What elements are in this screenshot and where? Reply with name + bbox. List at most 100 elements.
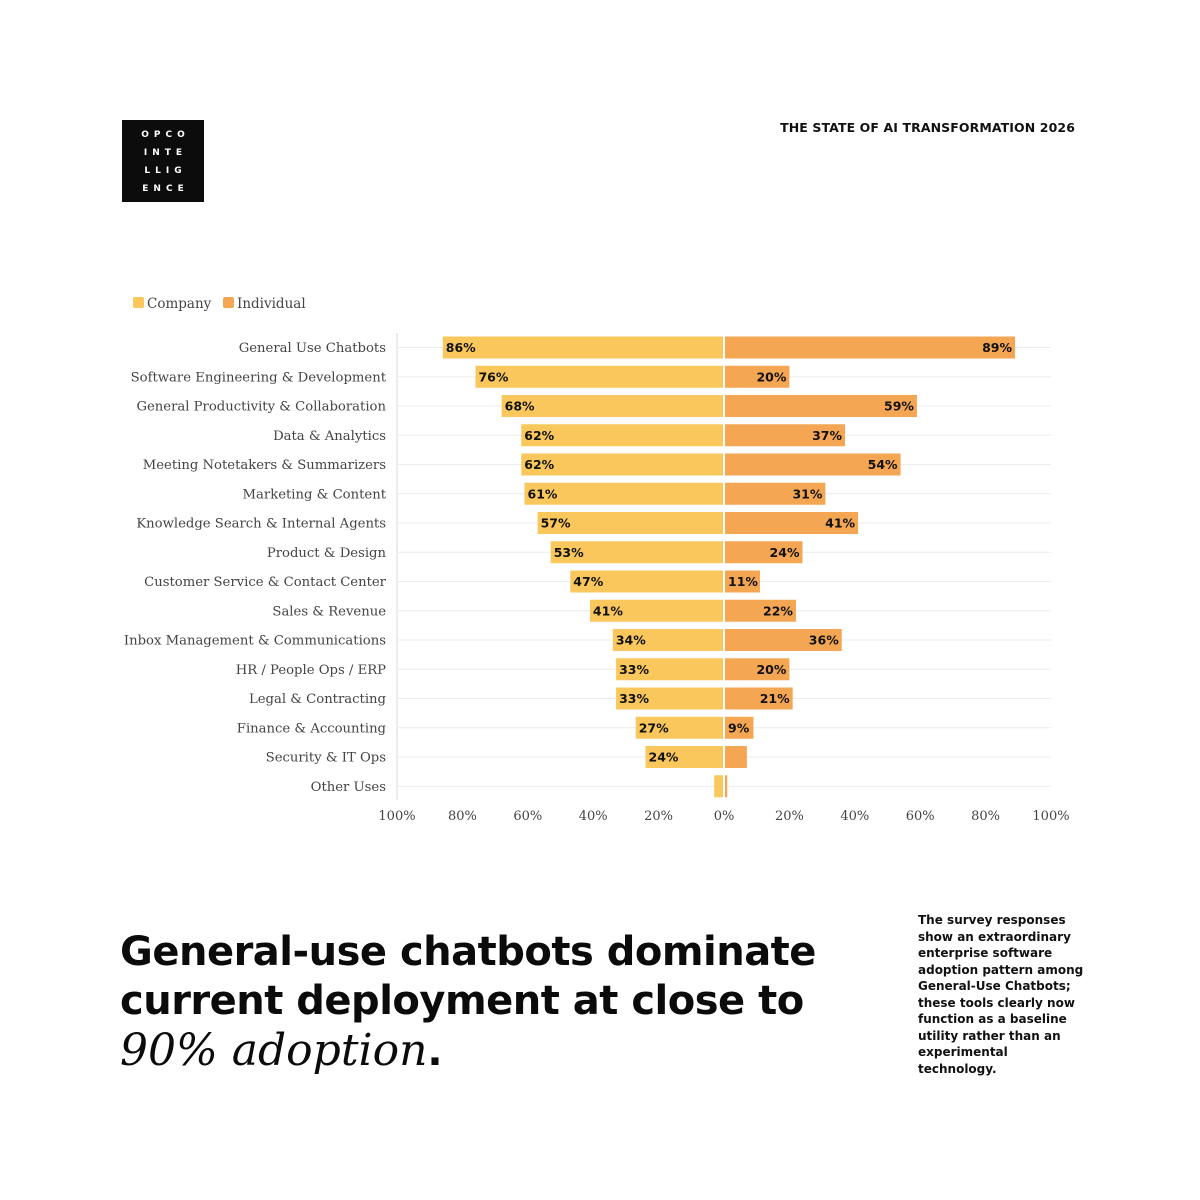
company-value-label: 76% xyxy=(478,369,508,384)
logo-text-line-4: ENCE xyxy=(142,184,189,194)
individual-bar xyxy=(724,629,842,651)
logo-text-line-3: LLIG xyxy=(144,166,187,176)
individual-value-label: 59% xyxy=(884,399,914,414)
legend-company-swatch xyxy=(133,297,144,308)
individual-value-label: 21% xyxy=(760,691,790,706)
company-value-label: 62% xyxy=(524,457,554,472)
x-tick-label: 60% xyxy=(906,809,935,824)
individual-bar xyxy=(724,716,754,739)
headline-line-1: General-use chatbots dominate xyxy=(120,929,816,975)
individual-value-label: 31% xyxy=(792,486,822,501)
x-tick-label: 20% xyxy=(775,809,804,824)
company-value-label: 57% xyxy=(541,516,571,531)
category-label: Security & IT Ops xyxy=(266,751,387,766)
category-label: HR / People Ops / ERP xyxy=(236,663,386,678)
x-tick-label: 100% xyxy=(378,809,415,824)
company-value-label: 53% xyxy=(554,545,584,560)
company-value-label: 86% xyxy=(446,340,476,355)
company-bar xyxy=(550,541,724,564)
x-tick-label: 20% xyxy=(644,809,673,824)
company-bar xyxy=(570,570,724,593)
x-tick-label: 80% xyxy=(971,809,1000,824)
individual-bar xyxy=(724,658,790,681)
company-value-label: 47% xyxy=(573,574,603,589)
individual-value-label: 9% xyxy=(728,720,750,735)
company-value-label: 33% xyxy=(619,691,649,706)
individual-value-label: 41% xyxy=(825,516,855,531)
individual-bar xyxy=(724,570,760,593)
company-bar xyxy=(616,687,724,710)
headline-line-3: 90% adoption. xyxy=(120,1026,890,1077)
company-bar xyxy=(521,424,724,447)
individual-value-label: 36% xyxy=(809,633,839,648)
company-value-label: 62% xyxy=(524,428,554,443)
x-tick-label: 40% xyxy=(579,809,608,824)
individual-bar xyxy=(724,687,793,710)
individual-bar xyxy=(724,365,790,388)
individual-value-label: 22% xyxy=(763,603,793,618)
company-value-label: 33% xyxy=(619,662,649,677)
headline-line-2: current deployment at close to xyxy=(120,978,804,1024)
company-bar xyxy=(524,482,724,505)
individual-value-label: 37% xyxy=(812,428,842,443)
company-value-label: 41% xyxy=(593,603,623,618)
individual-bar xyxy=(724,453,901,476)
company-value-label: 61% xyxy=(528,486,558,501)
side-note: The survey responses show an extraordina… xyxy=(918,913,1084,1076)
company-bar xyxy=(589,599,724,622)
logo-text-line-2: INTE xyxy=(143,148,188,158)
individual-value-label: 20% xyxy=(756,369,786,384)
company-bar xyxy=(475,365,724,388)
category-label: Inbox Management & Communications xyxy=(124,634,386,649)
company-bar xyxy=(635,716,724,739)
brand-logo: OPCO INTE LLIG ENCE xyxy=(122,120,204,202)
category-label: Data & Analytics xyxy=(273,429,386,444)
x-tick-label: 100% xyxy=(1032,809,1069,824)
individual-bar xyxy=(724,395,917,417)
legend-company-label: Company xyxy=(147,296,212,312)
company-bar xyxy=(521,453,724,476)
headline-emphasis: 90% adoption xyxy=(120,1025,428,1076)
x-tick-label: 80% xyxy=(448,809,477,824)
category-label: Sales & Revenue xyxy=(272,604,386,619)
category-label: General Use Chatbots xyxy=(239,341,387,356)
legend-individual-swatch xyxy=(223,297,234,308)
company-bar xyxy=(714,775,724,798)
x-tick-label: 60% xyxy=(513,809,542,824)
category-label: Meeting Notetakers & Summarizers xyxy=(143,458,386,473)
individual-bar xyxy=(724,599,796,622)
individual-bar xyxy=(724,775,728,798)
company-value-label: 68% xyxy=(505,399,535,414)
x-tick-label: 40% xyxy=(840,809,869,824)
company-value-label: 24% xyxy=(649,750,679,765)
individual-value-label: 20% xyxy=(756,662,786,677)
company-bar xyxy=(442,336,724,359)
legend-individual-label: Individual xyxy=(237,296,306,312)
logo-text-line-1: OPCO xyxy=(141,130,190,140)
individual-value-label: 24% xyxy=(770,545,800,560)
individual-bar xyxy=(724,746,747,768)
individual-bar xyxy=(724,512,859,534)
company-bar xyxy=(537,512,724,534)
individual-value-label: 11% xyxy=(728,574,758,589)
individual-value-label: 89% xyxy=(982,340,1012,355)
company-value-label: 34% xyxy=(616,633,646,648)
individual-bar xyxy=(724,336,1016,359)
company-bar xyxy=(645,746,724,768)
individual-value-label: 54% xyxy=(868,457,898,472)
company-bar xyxy=(612,629,724,651)
individual-bar xyxy=(724,482,826,505)
headline-period: . xyxy=(427,1029,443,1075)
headline: General-use chatbots dominate current de… xyxy=(120,928,890,1077)
category-label: Software Engineering & Development xyxy=(131,370,387,385)
individual-bar xyxy=(724,424,845,447)
company-bar xyxy=(616,658,724,681)
category-label: General Productivity & Collaboration xyxy=(136,400,386,415)
category-label: Marketing & Content xyxy=(243,487,387,502)
category-label: Product & Design xyxy=(267,546,387,561)
diverging-bar-chart: Company Individual General Use Chatbots 86%… xyxy=(124,296,1070,824)
x-tick-label: 0% xyxy=(714,809,735,824)
company-bar xyxy=(501,395,724,417)
category-label: Other Uses xyxy=(311,780,387,795)
category-label: Customer Service & Contact Center xyxy=(144,575,387,590)
